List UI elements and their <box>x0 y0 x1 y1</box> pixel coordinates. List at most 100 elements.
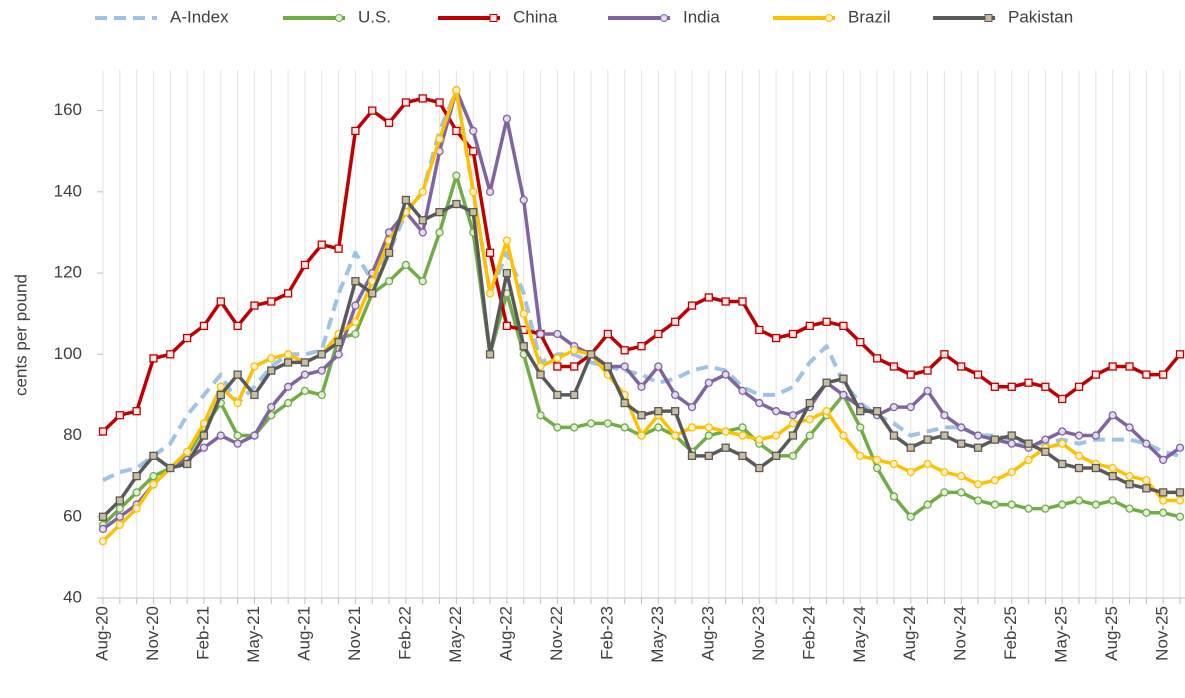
point-marker <box>704 431 713 440</box>
point-marker <box>721 443 730 452</box>
y-tick-label: 60 <box>63 506 82 525</box>
point-marker <box>452 86 461 95</box>
point-marker <box>317 350 326 359</box>
point-marker <box>1041 504 1050 513</box>
point-marker <box>132 472 141 481</box>
x-tick-label: May-21 <box>244 606 263 663</box>
point-marker <box>519 342 528 351</box>
point-marker <box>317 240 326 249</box>
point-marker <box>115 411 124 420</box>
y-axis-label: cents per pound <box>11 274 30 396</box>
point-marker <box>990 382 1000 391</box>
point-marker <box>1007 500 1016 509</box>
point-marker <box>485 289 495 298</box>
point-marker <box>283 350 293 359</box>
point-marker <box>334 350 343 359</box>
point-marker <box>1058 427 1067 436</box>
series <box>98 94 1185 436</box>
point-marker <box>889 459 899 469</box>
point-marker <box>351 329 360 339</box>
point-marker <box>839 390 848 400</box>
point-marker <box>216 382 225 391</box>
point-marker <box>957 362 966 371</box>
legend-label: A-Index <box>170 7 229 26</box>
point-marker <box>738 431 747 440</box>
point-marker <box>788 329 798 339</box>
point-marker <box>856 423 865 432</box>
point-marker <box>1074 431 1084 440</box>
point-marker <box>1175 512 1185 521</box>
x-tick-label: Nov-21 <box>345 606 364 661</box>
legend-marker <box>335 14 343 22</box>
point-marker <box>1074 463 1084 473</box>
point-marker <box>166 350 175 359</box>
legend-label: India <box>683 7 720 26</box>
point-marker <box>283 398 293 408</box>
point-marker <box>1074 451 1084 460</box>
y-tick-label: 40 <box>63 587 82 606</box>
point-marker <box>132 488 141 497</box>
x-tick-label: Feb-24 <box>799 606 818 660</box>
point-marker <box>317 390 326 400</box>
point-marker <box>923 500 932 509</box>
point-marker <box>132 504 141 513</box>
point-marker <box>990 500 1000 509</box>
point-marker <box>553 362 562 371</box>
point-marker <box>334 337 343 347</box>
point-marker <box>906 370 915 379</box>
point-marker <box>738 423 747 432</box>
legend-label: Brazil <box>848 7 891 26</box>
point-marker <box>687 402 697 412</box>
point-marker <box>250 362 259 371</box>
point-marker <box>1125 362 1134 371</box>
point-marker <box>872 463 882 473</box>
point-marker <box>1125 472 1134 481</box>
point-marker <box>553 329 562 339</box>
point-marker <box>805 398 814 408</box>
point-marker <box>452 126 461 136</box>
point-marker <box>1058 500 1067 509</box>
x-tick-label: Aug-25 <box>1102 606 1121 661</box>
point-marker <box>1024 378 1033 387</box>
point-marker <box>1007 431 1016 440</box>
point-marker <box>671 317 680 326</box>
point-marker <box>233 439 242 448</box>
point-marker <box>368 289 377 298</box>
point-marker <box>435 228 444 237</box>
point-marker <box>654 362 663 371</box>
point-marker <box>940 350 949 359</box>
point-marker <box>1091 431 1101 440</box>
point-marker <box>721 297 730 306</box>
point-marker <box>889 431 899 440</box>
point-marker <box>1142 370 1151 379</box>
point-marker <box>1108 472 1117 481</box>
point-marker <box>1125 504 1134 513</box>
legend-marker <box>660 14 668 22</box>
point-marker <box>637 411 646 420</box>
x-tick-label: Feb-25 <box>1001 606 1020 660</box>
point-marker <box>1058 394 1067 404</box>
point-marker <box>401 260 411 270</box>
point-marker <box>1108 362 1117 371</box>
point-marker <box>502 114 512 123</box>
point-marker <box>620 346 629 355</box>
point-marker <box>1175 496 1185 505</box>
point-marker <box>906 512 915 521</box>
point-marker <box>704 451 713 460</box>
point-marker <box>889 492 899 501</box>
x-tick-label: May-23 <box>648 606 667 663</box>
point-marker <box>872 407 882 416</box>
point-marker <box>957 439 966 448</box>
point-marker <box>957 472 966 481</box>
point-marker <box>418 94 427 103</box>
point-marker <box>620 398 629 408</box>
point-marker <box>637 382 646 391</box>
point-marker <box>1058 439 1067 448</box>
point-marker <box>1159 488 1168 497</box>
point-marker <box>166 463 175 473</box>
x-tick-label: Feb-21 <box>193 606 212 660</box>
point-marker <box>149 354 158 363</box>
point-marker <box>872 354 882 363</box>
point-marker <box>1041 447 1050 456</box>
point-marker <box>788 419 798 428</box>
